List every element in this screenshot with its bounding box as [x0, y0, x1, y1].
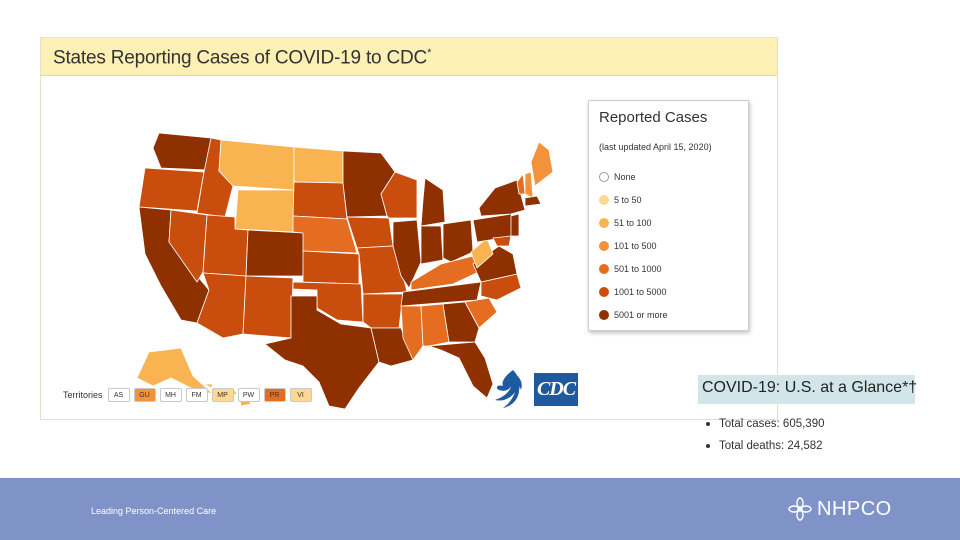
territory-vi[interactable]: VI [289, 388, 312, 402]
legend-swatch [599, 218, 609, 228]
state-la [370, 327, 414, 367]
state-ks [302, 250, 360, 285]
footer-tagline: Leading Person-Centered Care [91, 506, 217, 516]
brand-name: NHPCO [817, 497, 892, 520]
footer-bar: Leading Person-Centered Care NHPCO [0, 478, 960, 540]
us-states-map[interactable] [41, 76, 777, 421]
legend-label: 1001 to 5000 [614, 287, 667, 297]
state-fl [428, 341, 494, 399]
legend-swatch [599, 264, 609, 274]
state-ok [292, 281, 364, 323]
legend-item: 101 to 500 [599, 239, 657, 253]
legend-swatch [599, 195, 609, 205]
state-or [138, 167, 205, 212]
state-mt [218, 139, 295, 191]
state-oh [442, 219, 474, 263]
state-il [392, 219, 422, 289]
nhpco-logo: NHPCO [788, 497, 892, 521]
total-deaths: Total deaths: 24,582 [719, 440, 823, 452]
legend-subtitle: (last updated April 15, 2020) [599, 142, 712, 152]
state-ms [400, 305, 424, 361]
legend-label: 51 to 100 [614, 218, 652, 228]
legend-label: 5001 or more [614, 310, 668, 320]
state-mi [420, 177, 446, 227]
state-sd [292, 181, 348, 220]
legend-title: Reported Cases [599, 109, 708, 126]
map-legend: Reported Cases (last updated April 15, 2… [588, 100, 749, 331]
legend-item: 51 to 100 [599, 216, 652, 230]
legend-item: 1001 to 5000 [599, 285, 667, 299]
state-wy [234, 189, 295, 233]
state-nv [168, 209, 208, 283]
state-sc [464, 297, 498, 329]
territory-as[interactable]: AS [107, 388, 130, 402]
legend-item: 5 to 50 [599, 193, 642, 207]
state-wi [380, 171, 418, 219]
legend-swatch [599, 287, 609, 297]
state-nd [293, 146, 344, 184]
territory-pw[interactable]: PW [237, 388, 260, 402]
state-nm [242, 275, 294, 339]
bullet-icon [706, 421, 710, 426]
glance-title: COVID-19: U.S. at a Glance*† [702, 379, 918, 396]
legend-label: 501 to 1000 [614, 264, 662, 274]
territories-row: Territories AS GU MH FM MP PW PR VI [63, 388, 316, 402]
territory-pr[interactable]: PR [263, 388, 286, 402]
state-va [472, 245, 518, 283]
state-nh [524, 171, 534, 199]
state-ne [292, 215, 358, 254]
legend-swatch [599, 310, 609, 320]
glance-list: Total cases: 605,390 Total deaths: 24,58… [706, 413, 825, 457]
state-ar [362, 293, 404, 329]
territories-label: Territories [63, 390, 103, 400]
legend-swatch [599, 172, 609, 182]
legend-label: 5 to 50 [614, 195, 642, 205]
legend-label: 101 to 500 [614, 241, 657, 251]
list-item: Total deaths: 24,582 [706, 435, 825, 457]
territory-mh[interactable]: MH [159, 388, 182, 402]
state-me [530, 141, 554, 187]
state-tx [264, 295, 380, 410]
map-header: States Reporting Cases of COVID-19 to CD… [41, 38, 777, 76]
state-in [420, 225, 444, 265]
glance-header: COVID-19: U.S. at a Glance*† [698, 375, 918, 404]
state-co [245, 229, 305, 277]
bullet-icon [706, 443, 710, 448]
legend-label: None [614, 172, 636, 182]
list-item: Total cases: 605,390 [706, 413, 825, 435]
covid-map-panel: States Reporting Cases of COVID-19 to CD… [40, 37, 778, 420]
hhs-eagle-icon [495, 370, 522, 408]
state-md [492, 235, 512, 247]
territory-gu[interactable]: GU [133, 388, 156, 402]
state-wv [470, 237, 494, 269]
state-nj [510, 213, 520, 237]
legend-item: None [599, 170, 636, 184]
state-vt [516, 173, 526, 195]
legend-swatch [599, 241, 609, 251]
legend-item: 501 to 1000 [599, 262, 662, 276]
territory-fm[interactable]: FM [185, 388, 208, 402]
state-az [196, 272, 247, 339]
state-ma [524, 195, 542, 207]
cdc-logo: CDC [534, 373, 578, 406]
map-title: States Reporting Cases of COVID-19 to CD… [53, 47, 432, 69]
state-wa [152, 132, 212, 171]
territory-mp[interactable]: MP [211, 388, 234, 402]
total-cases: Total cases: 605,390 [719, 418, 825, 430]
state-al [420, 303, 450, 347]
state-ny [478, 179, 526, 217]
legend-item: 5001 or more [599, 308, 668, 322]
flower-icon [788, 497, 812, 521]
